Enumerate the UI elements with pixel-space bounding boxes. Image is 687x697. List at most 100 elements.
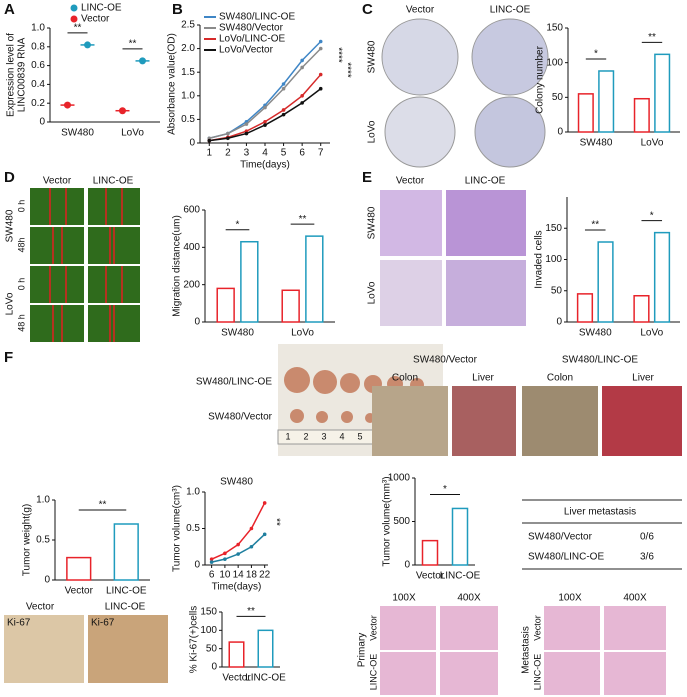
bar [653,231,671,323]
y-axis-label: Tumor volume(cm³) [172,485,183,572]
x-tick-label: 7 [318,148,324,159]
y-tick-label: 0.5 [186,523,200,534]
point [226,131,230,136]
y-axis-label: Absorbance value(OD) [167,33,178,135]
time-label: 0 h [16,200,26,213]
group-label: SW480/Vector [413,355,478,366]
y-tick-label: 1000 [388,473,411,484]
legend-label: LoVo/Vector [219,45,274,56]
x-tick-label: Vector [416,571,445,582]
x-tick-label: LoVo [291,328,314,339]
transwell-image [446,190,526,256]
significance: ** [129,39,137,50]
time-label: 48 h [16,314,26,332]
x-tick-label: SW480 [61,128,94,139]
point [318,39,323,44]
tissue-label: Liver [632,373,654,384]
y-tick-label: 2.5 [181,20,195,31]
wound-image [30,227,84,264]
series-line [211,533,266,563]
ruler-number: 1 [285,431,290,441]
y-tick-label: 1.0 [181,90,195,101]
y-axis-label: Tumor volume(mm³) [382,476,393,566]
x-axis-label: Time(days) [240,160,290,171]
row-label: LoVo [367,120,378,143]
transwell-image [380,260,442,326]
x-tick-label: SW480 [580,138,613,149]
histology-image [440,652,498,695]
series-line [209,88,322,142]
panel-letter: A [4,1,15,18]
stain-label: Ki-67 [7,618,31,629]
x-tick-label: 3 [244,148,250,159]
point [226,136,230,141]
series-line [211,502,266,560]
y-tick-label: 0 [44,575,50,586]
x-tick-label: 6 [299,148,305,159]
table-header: Liver metastasis [564,507,636,518]
y-axis-label: LINC00839 RNA [17,37,28,112]
legend-label: LINC-OE [81,3,122,14]
colon-photo [372,386,448,456]
y-axis-label: Migration distance(um) [172,215,183,317]
y-tick-label: 150 [200,607,217,618]
wound-image [30,188,84,225]
y-axis-label: Invaded cells [534,230,545,288]
y-tick-label: 0 [39,117,45,128]
time-label: 0 h [16,278,26,291]
significance: ** [247,606,255,617]
y-tick-label: 1.0 [31,23,45,34]
column-label: LINC-OE [93,176,134,187]
row-label: LoVo [367,281,378,304]
bar [305,235,324,323]
significance: * [236,219,240,230]
histology-image [440,606,498,650]
y-tick-label: 0.6 [31,60,45,71]
x-tick-label: LINC-OE [106,586,147,597]
column-label: Vector [43,176,72,187]
bar [281,289,300,323]
x-tick-label: 6 [209,570,215,581]
transwell-image [380,190,442,256]
y-tick-label: 150 [546,23,563,34]
x-tick-label: SW480 [579,328,612,339]
row-label: SW480/LINC-OE [196,377,272,388]
significance: ** [648,32,656,43]
y-tick-label: 0 [211,662,217,673]
ruler-number: 2 [303,431,308,441]
x-tick-label: 1 [207,148,213,159]
y-tick-label: 0.5 [36,535,50,546]
row-label: SW480/Vector [208,412,273,423]
metastasis-table: Liver metastasis SW480/Vector 0/6 SW480/… [522,499,682,570]
y-tick-label: 1.5 [181,67,195,78]
panel-letter: B [172,1,183,18]
significance: ** [74,23,82,34]
chart-title: SW480 [220,477,253,488]
column-label: Vector [396,176,425,187]
magnification-label: 100X [392,593,416,604]
wound-image [30,305,84,342]
section-label: Metastasis [521,626,532,674]
wound-image [88,266,140,303]
significance: ** [270,518,281,526]
y-tick-label: 1.0 [186,487,200,498]
x-tick-label: 4 [262,148,268,159]
point [209,560,214,564]
ki67-image [88,615,168,683]
x-tick-label: 5 [281,148,287,159]
dot [63,101,71,109]
panel-letter: E [362,169,372,186]
plate-image [384,96,456,168]
point [318,46,323,51]
x-tick-label: Vector [222,673,251,684]
histology-image [544,652,600,695]
point [262,501,267,505]
ruler-number: 5 [357,431,362,441]
y-tick-label: 100 [546,57,563,68]
column-label: Vector [406,5,435,16]
x-tick-label: LoVo [641,138,664,149]
wound-images: Vector LINC-OE SW480 LoVo 0 h 48h 0 h 48… [5,176,140,342]
x-tick-label: LINC-OE [245,673,286,684]
point [281,108,286,112]
legend-swatch [70,4,78,12]
